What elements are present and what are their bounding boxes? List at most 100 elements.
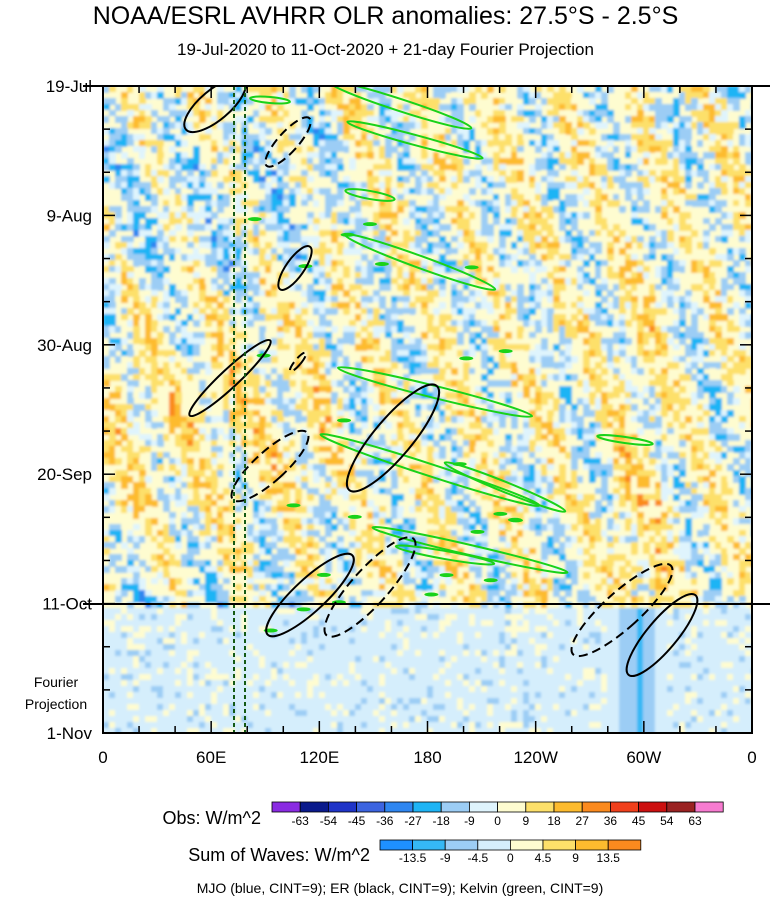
y-tick-label: 30-Aug xyxy=(37,336,92,355)
colorbar-swatch xyxy=(356,801,386,813)
colorbar-tick-label: -27 xyxy=(404,814,422,828)
colorbar-swatch xyxy=(666,801,696,813)
colorbar-swatch xyxy=(525,801,555,813)
colorbar-swatch xyxy=(553,801,583,813)
colorbar-swatch xyxy=(581,801,611,813)
colorbar-tick-label: -45 xyxy=(348,814,366,828)
colorbar-tick-label: 36 xyxy=(604,814,618,828)
er-contour xyxy=(570,562,674,658)
x-tick-label: 60E xyxy=(196,748,226,767)
kelvin-blob xyxy=(347,514,362,519)
er-contour xyxy=(345,383,441,493)
colorbar-tick-label: 0 xyxy=(494,814,501,828)
colorbar-swatch xyxy=(327,801,357,813)
kelvin-blob xyxy=(439,573,454,578)
waves-colorbar-label: Sum of Waves: W/m^2 xyxy=(188,845,370,865)
er-contour xyxy=(277,245,313,291)
kelvin-blob xyxy=(507,517,522,522)
projection-label-line-1: Fourier xyxy=(34,674,79,690)
colorbar-tick-label: 54 xyxy=(660,814,674,828)
colorbar-tick-label: -63 xyxy=(292,814,310,828)
waves-colorbar: -13.5 -9 -4.5 0 4.5 9 13.5 xyxy=(379,839,642,865)
colorbar-tick-label: -36 xyxy=(376,814,394,828)
y-tick-label: 9-Aug xyxy=(47,206,92,225)
kelvin-blob xyxy=(337,418,352,423)
colorbar-tick-label: -18 xyxy=(433,814,451,828)
colorbar-tick-label: -4.5 xyxy=(467,851,488,865)
x-tick-label: 0 xyxy=(98,748,107,767)
colorbar-tick-label: 9 xyxy=(522,814,529,828)
kelvin-blob xyxy=(340,232,355,237)
kelvin-blob xyxy=(247,217,262,222)
colorbar-swatch xyxy=(444,839,479,851)
er-contour xyxy=(323,536,417,638)
y-tick-label: 1-Nov xyxy=(47,724,93,743)
kelvin-blob xyxy=(483,578,498,583)
kelvin-blob xyxy=(464,265,479,270)
kelvin-blob xyxy=(316,572,331,577)
colorbar-swatch xyxy=(497,801,527,813)
colorbar-tick-label: -13.5 xyxy=(399,851,427,865)
colorbar-swatch xyxy=(509,839,544,851)
y-tick-label: 19-Jul xyxy=(46,77,92,96)
axes xyxy=(83,85,770,734)
kelvin-contour xyxy=(346,120,484,160)
kelvin-blob xyxy=(498,349,513,354)
colorbar-swatch xyxy=(477,839,511,851)
colorbar-swatch xyxy=(694,801,724,813)
colorbar-swatch xyxy=(299,801,329,813)
x-tick-label: 180 xyxy=(413,748,441,767)
x-tick-labels: 0 60E 120E 180 120W 60W 0 xyxy=(98,748,756,767)
kelvin-blob xyxy=(296,607,311,612)
obs-colorbar-label: Obs: W/m^2 xyxy=(163,808,261,828)
kelvin-contour xyxy=(249,95,291,105)
colorbar-swatch xyxy=(440,801,470,813)
er-contour xyxy=(188,338,272,418)
colorbar-swatch xyxy=(638,801,668,813)
er-contour xyxy=(183,86,247,133)
colorbar-tick-label: 45 xyxy=(632,814,646,828)
kelvin-contour xyxy=(394,544,496,566)
kelvin-blob xyxy=(470,529,485,534)
colorbar-tick-label: 4.5 xyxy=(535,851,552,865)
colorbar-tick-label: 0 xyxy=(507,851,514,865)
y-tick-label: 11-Oct xyxy=(42,595,92,614)
kelvin-blob xyxy=(263,628,278,633)
colorbar-swatch xyxy=(542,839,576,851)
plot-area xyxy=(103,86,752,733)
x-tick-label: 60W xyxy=(626,748,661,767)
colorbar-swatch xyxy=(379,839,413,851)
colorbar-tick-label: 27 xyxy=(576,814,590,828)
colorbar-swatch xyxy=(412,839,446,851)
y-tick-label: 20-Sep xyxy=(37,465,92,484)
y-tick-labels: 19-Jul 9-Aug 30-Aug 20-Sep 11-Oct 1-Nov xyxy=(37,77,92,743)
kelvin-contour xyxy=(596,434,654,446)
colorbar-tick-label: -9 xyxy=(440,851,451,865)
kelvin-blob xyxy=(374,262,389,267)
er-contour xyxy=(288,351,308,373)
kelvin-blob xyxy=(362,222,377,227)
colorbar-tick-label: -54 xyxy=(320,814,338,828)
x-tick-label: 120W xyxy=(513,748,557,767)
kelvin-blob xyxy=(452,462,467,467)
colorbar-swatch xyxy=(271,801,301,813)
er-contour xyxy=(230,429,310,503)
wave-contours xyxy=(183,86,699,733)
er-contour xyxy=(265,552,355,638)
er-contour xyxy=(264,116,312,168)
colorbar-swatch xyxy=(412,801,442,813)
kelvin-blob xyxy=(459,356,474,361)
kelvin-contour xyxy=(327,86,473,130)
colorbar-tick-label: 18 xyxy=(547,814,561,828)
colorbar-tick-label: 13.5 xyxy=(597,851,621,865)
colorbar-tick-label: 63 xyxy=(688,814,702,828)
legend-text: MJO (blue, CINT=9); ER (black, CINT=9); … xyxy=(197,880,604,896)
colorbar-tick-label: 9 xyxy=(572,851,579,865)
colorbar-swatch xyxy=(607,839,642,851)
kelvin-contour xyxy=(344,188,396,202)
er-contour xyxy=(625,593,699,677)
colorbar-swatch xyxy=(468,801,498,813)
colorbar-swatch xyxy=(610,801,640,813)
kelvin-blob xyxy=(424,592,439,597)
